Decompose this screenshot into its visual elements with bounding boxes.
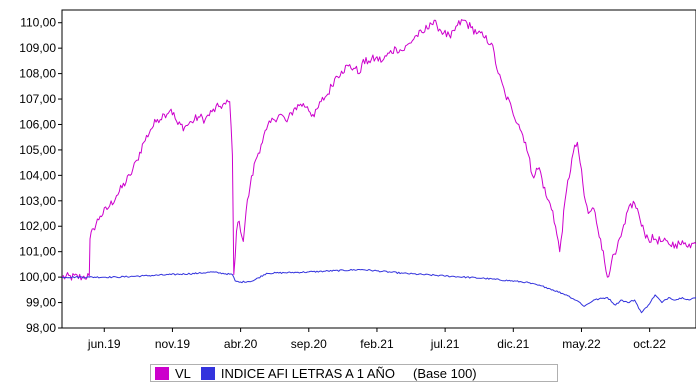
legend-item-vl: VL [155,366,191,381]
legend: VL INDICE AFI LETRAS A 1 AÑO (Base 100) [150,364,558,382]
x-tick-label: nov.19 [155,337,190,351]
y-tick-label: 109,00 [19,41,56,55]
y-tick-label: 98,00 [26,321,56,335]
x-tick-label: sep.20 [291,337,327,351]
x-tick-label: jun.19 [87,337,121,351]
x-axis: jun.19 nov.19 abr.20 sep.20 feb.21 jul.21 dic.… [87,328,666,351]
x-tick-label: dic.21 [497,337,529,351]
y-tick-label: 106,00 [19,117,56,131]
legend-label-vl: VL [175,365,191,381]
y-tick-label: 103,00 [19,194,56,208]
legend-note: (Base 100) [413,365,477,381]
plot-area [61,9,696,329]
y-tick-label: 105,00 [19,143,56,157]
legend-label-index: INDICE AFI LETRAS A 1 AÑO [220,365,396,381]
x-tick-label: may.22 [562,337,601,351]
legend-item-index: INDICE AFI LETRAS A 1 AÑO [200,365,396,381]
y-tick-label: 107,00 [19,92,56,106]
y-tick-label: 108,00 [19,67,56,81]
x-tick-label: abr.20 [224,337,258,351]
series-line-index [61,268,696,314]
y-tick-label: 100,00 [19,270,56,284]
y-tick-label: 102,00 [19,219,56,233]
series-layer [61,19,696,314]
x-tick-label: jul.21 [430,337,460,351]
series-line-vl [61,19,696,281]
y-tick-label: 104,00 [19,168,56,182]
y-tick-label: 110,00 [20,16,56,30]
y-axis: 98,00 99,00 100,00 101,00 102,00 103,00 104,00… [19,16,62,335]
x-tick-label: feb.21 [360,337,394,351]
x-tick-label: oct.22 [633,337,666,351]
legend-swatch-index [200,366,215,380]
y-tick-label: 99,00 [26,296,56,310]
y-tick-label: 101,00 [19,245,56,259]
legend-swatch-vl [155,366,169,380]
